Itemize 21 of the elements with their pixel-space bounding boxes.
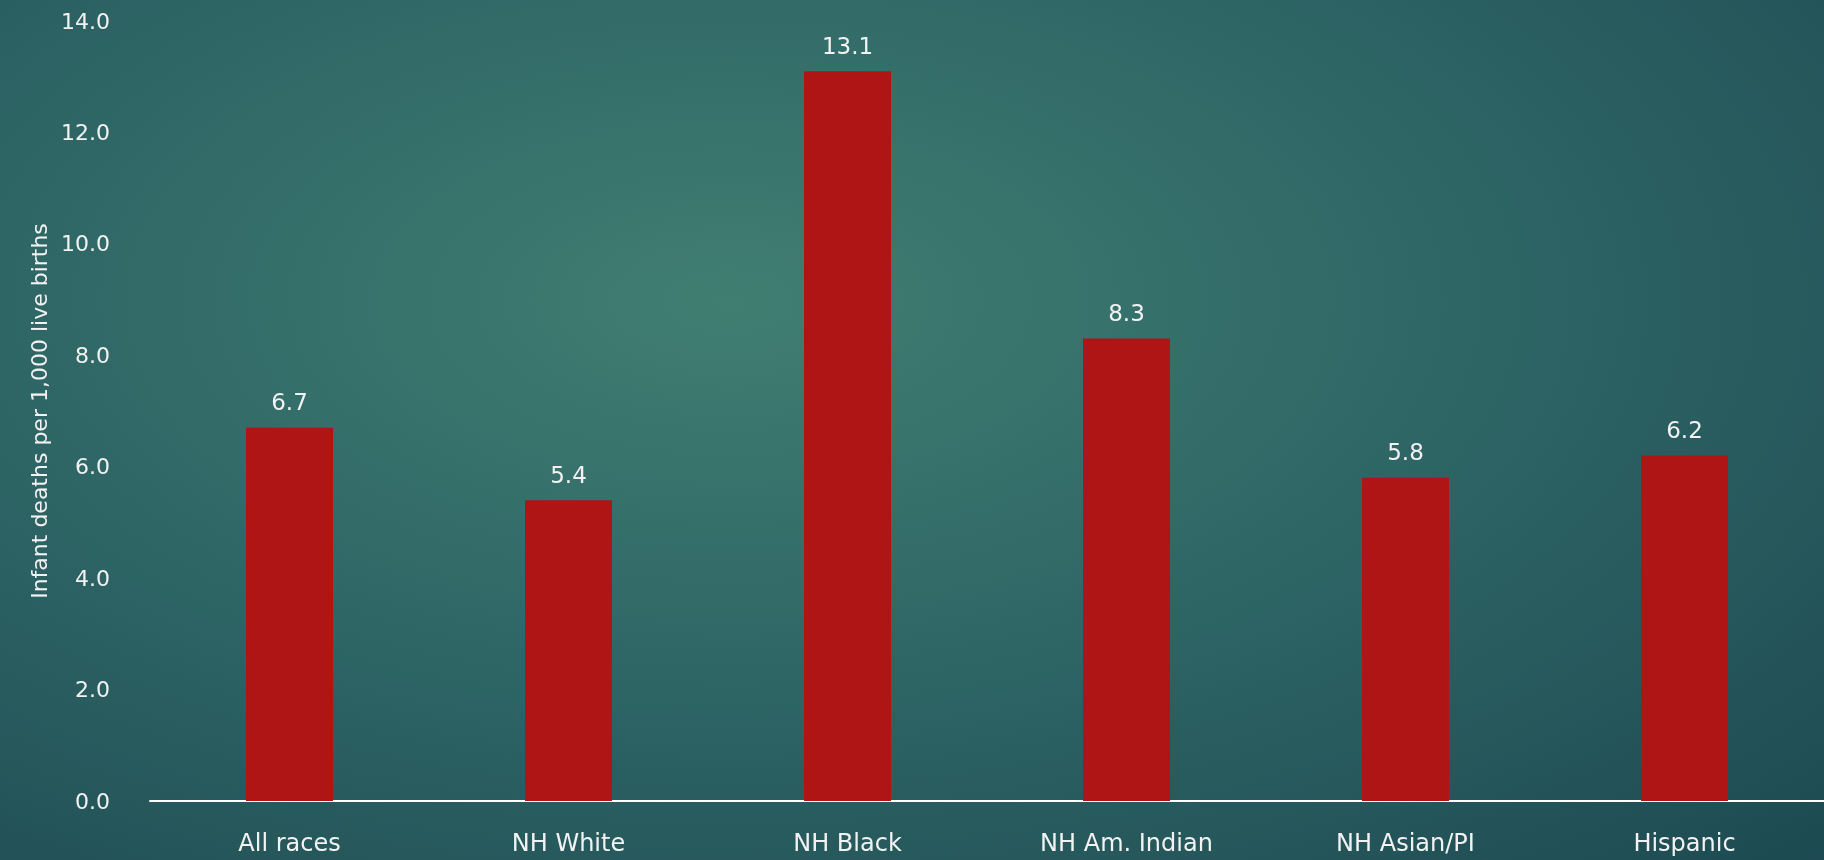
y-tick-label: 8.0	[75, 342, 110, 368]
y-tick-label: 0.0	[75, 788, 110, 814]
x-tick-label: Hispanic	[1633, 829, 1736, 857]
data-label: 5.8	[1387, 439, 1424, 466]
data-label: 5.4	[550, 461, 587, 488]
data-label: 6.2	[1666, 417, 1703, 444]
y-tick-label: 12.0	[61, 119, 110, 145]
y-tick-label: 10.0	[61, 231, 110, 257]
y-axis-title: Infant deaths per 1,000 live births	[26, 223, 52, 599]
x-tick-label: All races	[238, 829, 341, 857]
y-tick-label: 14.0	[61, 8, 110, 34]
x-tick-label: NH Asian/PI	[1336, 829, 1475, 857]
y-tick-label: 6.0	[75, 454, 110, 480]
data-label: 6.7	[271, 389, 308, 416]
data-label: 13.1	[821, 32, 874, 59]
x-tick-label: NH Am. Indian	[1040, 829, 1213, 857]
data-label: 8.3	[1108, 300, 1145, 327]
x-tick-label: NH White	[511, 829, 626, 857]
y-tick-label: 4.0	[75, 565, 110, 591]
y-tick-label: 2.0	[75, 677, 110, 703]
x-tick-label: NH Black	[793, 829, 902, 857]
